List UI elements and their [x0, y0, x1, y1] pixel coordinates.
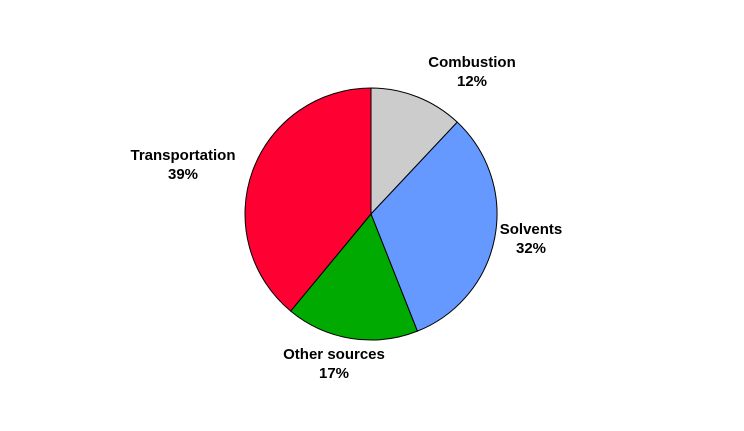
slice-label: Transportation [130, 147, 235, 164]
pie-slice [370, 121, 498, 332]
slice-value-label: 12% [457, 73, 487, 90]
slice-value-label: 17% [319, 365, 349, 382]
slice-label: Solvents [500, 221, 563, 238]
pie-slice [289, 213, 419, 341]
slice-label: Other sources [283, 346, 385, 363]
slice-value-label: 39% [168, 166, 198, 183]
slice-value-label: 32% [516, 240, 546, 257]
slice-label: Combustion [428, 54, 516, 71]
pie-slice [370, 87, 458, 216]
pie-slice [244, 87, 372, 312]
